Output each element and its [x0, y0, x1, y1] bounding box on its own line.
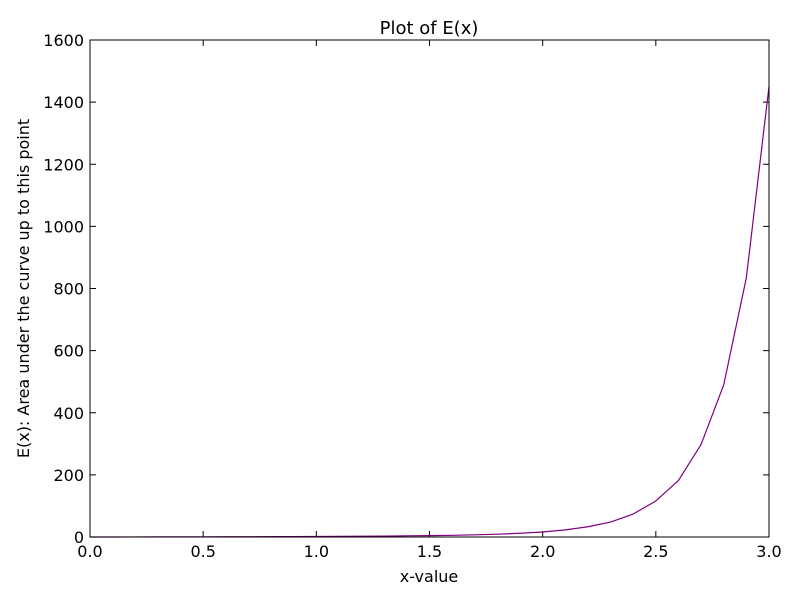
- x-axis-label: x-value: [400, 567, 459, 586]
- y-tick-label: 1200: [43, 155, 84, 174]
- x-tick-label: 2.5: [643, 542, 668, 561]
- x-tick-label: 0.5: [190, 542, 215, 561]
- y-tick-label: 0: [74, 528, 84, 547]
- y-tick-label: 1400: [43, 93, 84, 112]
- y-tick-label: 1000: [43, 217, 84, 236]
- x-tick-label: 0.0: [77, 542, 102, 561]
- x-tick-label: 3.0: [756, 542, 781, 561]
- x-tick-label: 2.0: [530, 542, 555, 561]
- y-tick-label: 200: [53, 466, 84, 485]
- y-tick-label: 800: [53, 280, 84, 299]
- y-axis-label: E(x): Area under the curve up to this po…: [14, 119, 33, 458]
- plot-frame: [89, 39, 770, 538]
- ticks-layer: 0.0 0.5 1.0 1.5 2.0 2.5 3.0 0 200 400 600 800 1000 12…: [43, 31, 781, 561]
- y-tick-label: 1600: [43, 31, 84, 50]
- chart-title: Plot of E(x): [380, 18, 479, 39]
- x-tick-label: 1.0: [304, 542, 329, 561]
- series-line: [89, 86, 770, 538]
- y-tick-label: 600: [53, 342, 84, 361]
- series-layer: [89, 86, 770, 538]
- x-tick-label: 1.5: [417, 542, 442, 561]
- y-tick-label: 400: [53, 404, 84, 423]
